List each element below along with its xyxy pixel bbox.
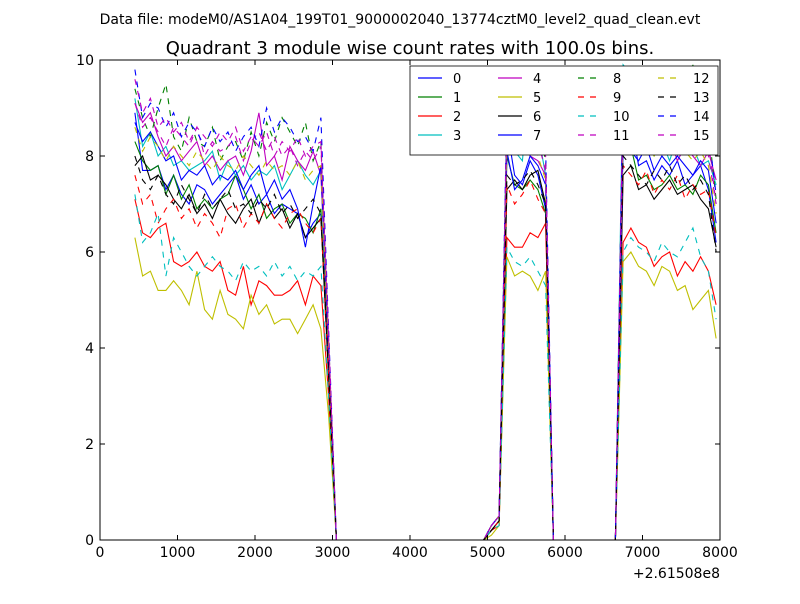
x-tick-label: 1000 [160, 545, 196, 561]
legend-label-7: 7 [533, 129, 541, 144]
legend-label-13: 13 [693, 91, 710, 106]
y-tick-label: 8 [85, 149, 94, 165]
y-tick-label: 10 [76, 53, 94, 69]
y-tick-label: 6 [85, 245, 94, 261]
x-tick-label: 7000 [625, 545, 661, 561]
series-line-1 [134, 140, 717, 540]
x-tick-label: 8000 [702, 545, 738, 561]
legend-label-12: 12 [693, 72, 710, 87]
legend-label-14: 14 [693, 110, 710, 125]
series-line-2 [134, 199, 717, 540]
legend-label-10: 10 [613, 110, 630, 125]
x-tick-label: 6000 [547, 545, 583, 561]
x-tick-label: 2000 [237, 545, 273, 561]
x-tick-label: 0 [96, 545, 105, 561]
series-line-9 [134, 164, 717, 540]
chart-title: Quadrant 3 module wise count rates with … [166, 38, 655, 59]
legend-label-11: 11 [613, 129, 630, 144]
series-line-5 [134, 237, 717, 540]
legend-label-1: 1 [453, 91, 461, 106]
x-axis-ticks: 0 1000 2000 3000 4000 5000 6000 7000 8000 [96, 60, 738, 561]
legend-label-8: 8 [613, 72, 621, 87]
legend-label-5: 5 [533, 91, 541, 106]
legend-label-6: 6 [533, 110, 541, 125]
series-line-12 [134, 120, 717, 540]
legend-label-0: 0 [453, 72, 461, 87]
x-axis-offset-label: +2.61508e8 [633, 566, 720, 582]
series-line-7 [134, 122, 717, 540]
y-tick-label: 0 [85, 533, 94, 549]
series-line-13 [134, 154, 717, 540]
plot-area: 0 1000 2000 3000 4000 5000 6000 7000 8000 0 2 4 6 8 1… [76, 53, 738, 582]
y-tick-label: 2 [85, 437, 94, 453]
figure-suptitle: Data file: modeM0/AS1A04_199T01_90000020… [100, 12, 701, 28]
series-line-4 [134, 91, 717, 540]
series-lines [134, 63, 717, 540]
legend-label-9: 9 [613, 91, 621, 106]
legend-label-15: 15 [693, 129, 710, 144]
series-line-10 [134, 194, 717, 540]
x-tick-label: 5000 [470, 545, 506, 561]
series-line-15 [134, 79, 717, 540]
x-tick-label: 4000 [392, 545, 428, 561]
legend-label-2: 2 [453, 110, 461, 125]
series-line-14 [134, 69, 717, 540]
y-tick-label: 4 [85, 341, 94, 357]
x-tick-label: 3000 [315, 545, 351, 561]
legend-label-4: 4 [533, 72, 541, 87]
legend-label-3: 3 [453, 129, 461, 144]
legend-box [409, 65, 719, 156]
series-line-6 [134, 154, 717, 540]
